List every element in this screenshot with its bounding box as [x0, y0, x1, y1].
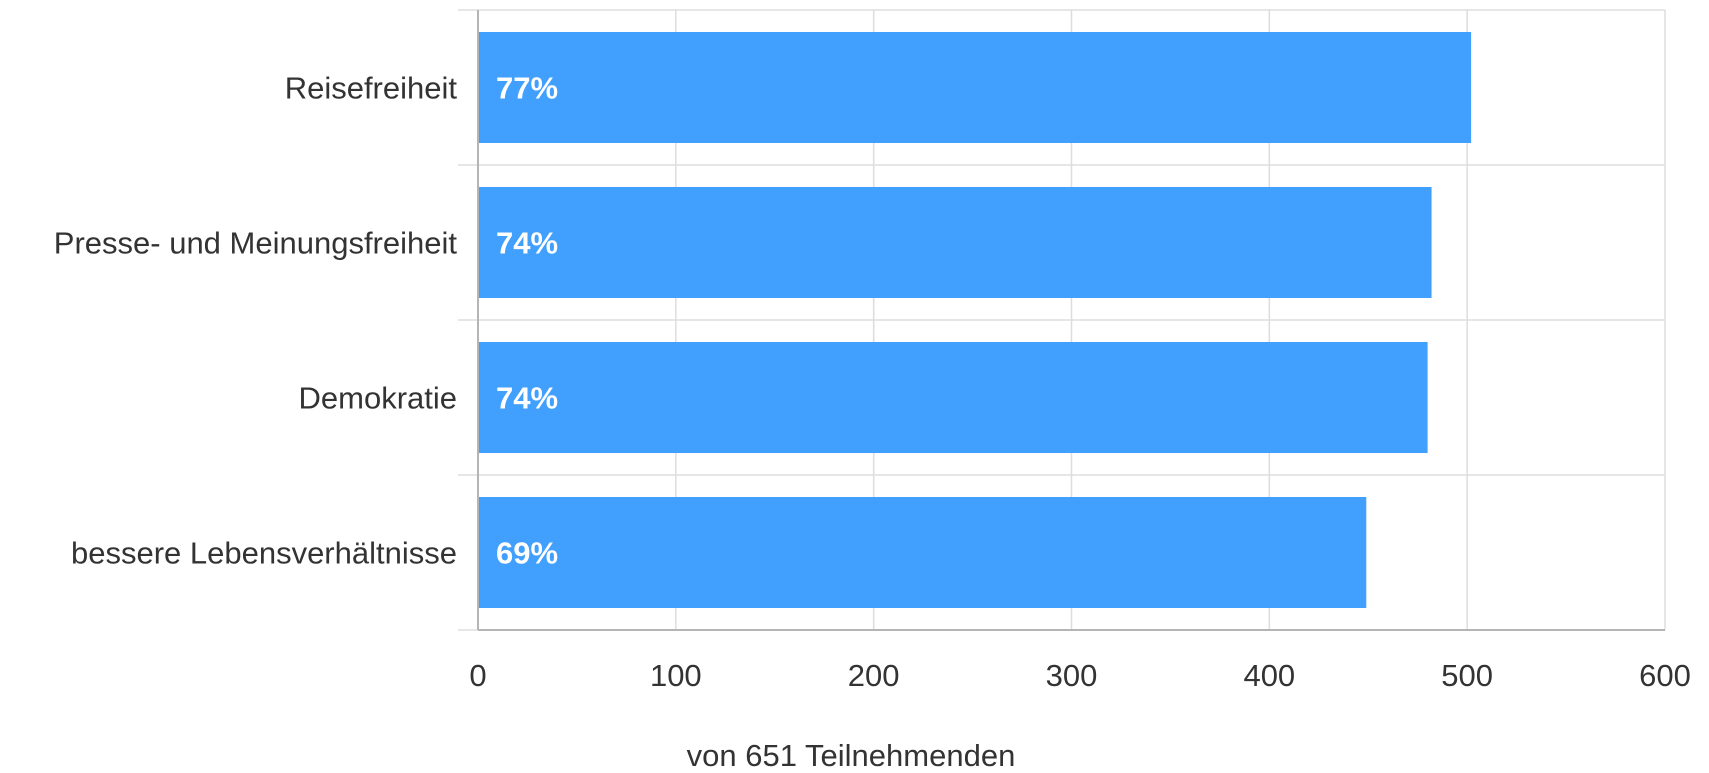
- x-tick-label: 300: [1046, 658, 1098, 693]
- label-layer: 0 100 200 300 400 500 600 Reisefreiheit 77% Press…: [54, 71, 1691, 694]
- bar-layer: [478, 32, 1472, 608]
- x-tick-label: 0: [469, 658, 486, 693]
- category-label: Demokratie: [299, 381, 458, 416]
- bar: [478, 342, 1428, 453]
- axis-layer: [477, 10, 1665, 631]
- x-tick-label: 100: [650, 658, 702, 693]
- x-tick-label: 500: [1441, 658, 1493, 693]
- bar-data-label: 69%: [496, 536, 558, 571]
- x-tick-label: 200: [848, 658, 900, 693]
- x-tick-label: 400: [1243, 658, 1295, 693]
- category-label: Reisefreiheit: [285, 71, 458, 106]
- x-axis-title: von 651 Teilnehmenden: [687, 738, 1016, 773]
- bar-data-label: 74%: [496, 226, 558, 261]
- bar-data-label: 74%: [496, 381, 558, 416]
- category-label: Presse- und Meinungsfreiheit: [54, 226, 458, 261]
- bar: [478, 497, 1367, 608]
- bar-data-label: 77%: [496, 71, 558, 106]
- bar: [478, 32, 1472, 143]
- bar: [478, 187, 1432, 298]
- category-label: bessere Lebensverhältnisse: [71, 536, 457, 571]
- x-tick-label: 600: [1639, 658, 1691, 693]
